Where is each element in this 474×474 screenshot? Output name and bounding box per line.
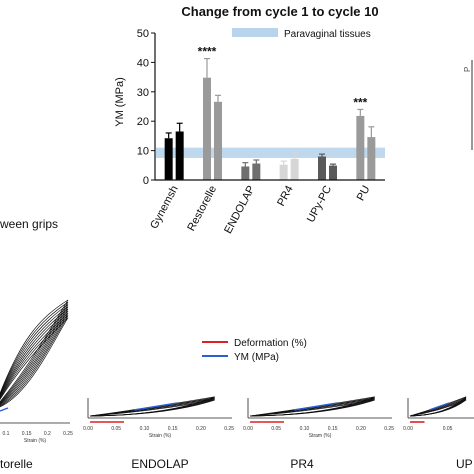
loop-curve <box>0 304 69 404</box>
bar-pu-2 <box>367 137 376 180</box>
bottom-label-restorelle: torelle <box>0 457 33 471</box>
loop-plot-4: 0.00 0.05 <box>403 396 474 432</box>
legend-label-paravaginal: Paravaginal tissues <box>284 29 371 40</box>
y-axis: 0 10 20 30 40 50 <box>137 28 156 187</box>
significance-marker: *** <box>353 95 367 109</box>
loop-tick-label: 0.15 <box>168 426 178 432</box>
loop-curve <box>89 396 215 417</box>
loop-curve <box>0 312 69 406</box>
loop-curve <box>0 310 69 406</box>
loop-curve <box>0 308 69 405</box>
x-tick-label: PR4 <box>275 184 296 209</box>
loop-tick-label: 0.15 <box>328 426 338 432</box>
y-tick-label: 10 <box>137 146 149 158</box>
loop-tick-label: 0.05 <box>111 426 121 432</box>
loop-x-label: Strain (%) <box>149 433 172 439</box>
x-axis: Gynemsh Restorelle ENDOLAP PR4 UPy-PC PU <box>148 179 385 236</box>
bar-pu-1 <box>356 115 365 180</box>
x-tick-label: PU <box>355 184 373 203</box>
loop-plot-2: 0.00 0.05 0.10 0.15 0.20 0.25 Strain (%) <box>83 396 234 439</box>
bar-pr4-2 <box>290 158 299 180</box>
loop-curve <box>0 306 69 405</box>
left-panel-text: ween grips <box>0 217 58 231</box>
loop-tick-label: 0.00 <box>403 426 413 432</box>
significance-marker: **** <box>198 45 217 59</box>
reference-band <box>156 147 385 158</box>
bar-gynemsh-1 <box>164 138 173 180</box>
bar-upy-pc-2 <box>329 165 337 180</box>
legend-label-deformation: Deformation (%) <box>234 338 307 349</box>
y-tick-label: 40 <box>137 57 149 69</box>
bar-layer: ******* <box>164 45 376 180</box>
ym-marker <box>133 402 178 411</box>
partial-axis-label: P <box>463 67 472 72</box>
chart-title: Change from cycle 1 to cycle 10 <box>181 4 378 19</box>
bar-endolap-2 <box>252 163 261 180</box>
x-tick-label: Gynemsh <box>148 184 181 231</box>
bar-restorelle-1 <box>203 77 211 180</box>
loop-tick-label: 0.25 <box>63 431 73 437</box>
x-tick-label: Restorelle <box>185 184 219 233</box>
bar-endolap-1 <box>241 166 250 180</box>
loop-x-label: Stram (%) <box>309 433 332 439</box>
loop-tick-label: 0.05 <box>271 426 281 432</box>
loop-tick-label: 0.25 <box>224 426 234 432</box>
bar-pr4-1 <box>279 164 288 180</box>
chart-legend: Paravaginal tissues <box>232 28 371 40</box>
loop-tick-label: 0.00 <box>83 426 93 432</box>
ym-marker <box>428 402 450 411</box>
legend-label-ym: YM (MPa) <box>234 352 279 363</box>
y-axis-label: YM (MPa) <box>114 77 126 127</box>
loop-tick-label: 0.00 <box>243 426 253 432</box>
loop-tick-label: 0.05 <box>443 426 453 432</box>
y-tick-label: 0 <box>143 175 149 187</box>
bottom-label-upy: UP <box>456 457 473 471</box>
loop-curve <box>409 396 467 417</box>
loop-tick-label: 0.10 <box>140 426 150 432</box>
bottom-label-pr4: PR4 <box>290 457 314 471</box>
ym-marker <box>0 407 9 412</box>
ym-marker <box>293 402 338 411</box>
loop-legend: Deformation (%) YM (MPa) <box>202 338 307 363</box>
loop-tick-label: 0.10 <box>300 426 310 432</box>
loop-x-label: Strain (%) <box>24 438 47 444</box>
legend-swatch-paravaginal <box>232 28 278 37</box>
loop-curve <box>0 317 69 408</box>
loop-plot-3: 0.00 0.05 0.10 0.15 0.20 0.25 Stram (%) <box>243 396 394 439</box>
loop-plot-1: 0.1 0.15 0.2 0.25 Strain (%) <box>0 299 73 444</box>
reference-band-layer <box>156 147 385 158</box>
y-tick-label: 50 <box>137 28 149 40</box>
x-tick-label: ENDOLAP <box>222 184 257 236</box>
loop-curve <box>0 301 69 403</box>
bottom-label-endolap: ENDOLAP <box>131 457 188 471</box>
loop-tick-label: 0.20 <box>356 426 366 432</box>
x-tick-label: UPy-PC <box>305 184 334 225</box>
bar-restorelle-2 <box>214 101 222 180</box>
bar-chart: Change from cycle 1 to cycle 10 YM (MPa)… <box>114 4 385 236</box>
bar-gynemsh-2 <box>175 131 184 180</box>
loop-tick-label: 0.2 <box>44 431 51 437</box>
y-tick-label: 30 <box>137 87 149 99</box>
loop-curve <box>0 299 69 403</box>
loop-tick-label: 0.1 <box>3 431 10 437</box>
y-tick-label: 20 <box>137 116 149 128</box>
bar-upy-pc-1 <box>318 156 326 180</box>
hysteresis-plots: 0.1 0.15 0.2 0.25 Strain (%) 0.00 0.05 0.10 0.15… <box>0 299 474 444</box>
loop-curve <box>0 315 69 407</box>
loop-tick-label: 0.15 <box>22 431 32 437</box>
loop-curve <box>249 396 375 417</box>
loop-tick-label: 0.20 <box>196 426 206 432</box>
loop-tick-label: 0.25 <box>384 426 394 432</box>
